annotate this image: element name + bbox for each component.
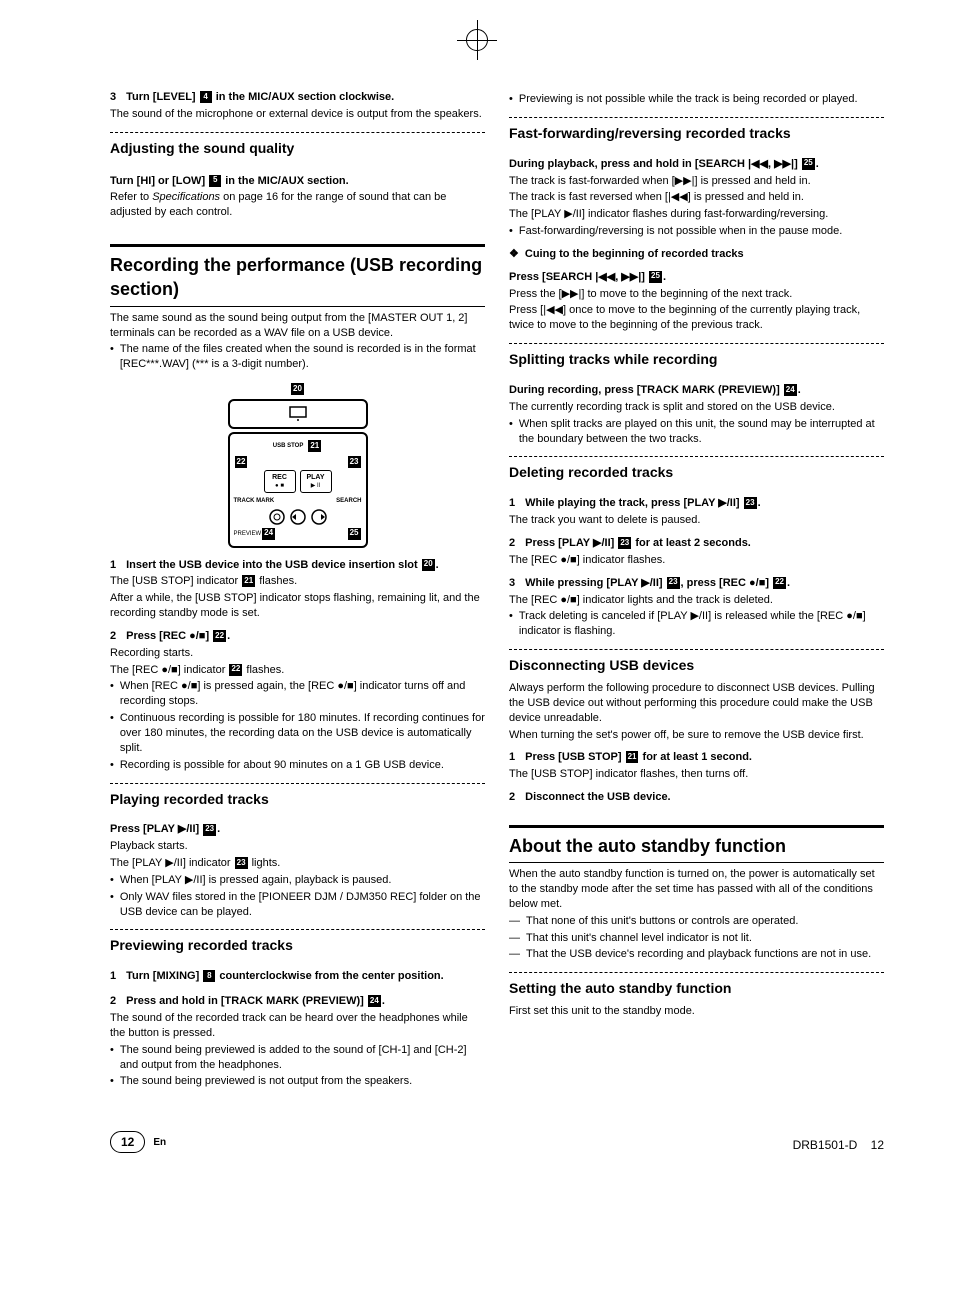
dashed-divider	[110, 132, 485, 133]
knob-icon	[310, 508, 328, 526]
bullet-list: The name of the files created when the s…	[110, 342, 485, 372]
section-heading: Playing recorded tracks	[110, 790, 485, 809]
section-heading: Fast-forwarding/reversing recorded track…	[509, 124, 884, 143]
thin-divider	[110, 306, 485, 307]
usb-panel-diagram: 20 USB STOP 21 22 23	[110, 382, 485, 547]
ref-badge: 4	[200, 91, 212, 103]
language-code: En	[153, 1136, 166, 1150]
major-heading: About the auto standby function	[509, 834, 884, 858]
knob-icon	[268, 508, 286, 526]
registration-mark	[457, 20, 497, 60]
left-column: 3 Turn [LEVEL] 4 in the MIC/AUX section …	[110, 90, 485, 1091]
section-heading: Splitting tracks while recording	[509, 350, 884, 369]
step-number: 3	[110, 90, 116, 105]
page-number-right: 12	[871, 1138, 884, 1152]
major-heading: Recording the performance (USB recording…	[110, 253, 485, 302]
play-button: PLAY▶ II	[300, 470, 332, 494]
instruction: Turn [HI] or [LOW] 5 in the MIC/AUX sect…	[110, 174, 485, 189]
document-id: DRB1501-D	[793, 1138, 858, 1152]
section-heading: Disconnecting USB devices	[509, 656, 884, 675]
section-heading: Adjusting the sound quality	[110, 139, 485, 158]
body-text: Refer to Specifications on page 16 for t…	[110, 190, 485, 220]
body-text: The same sound as the sound being output…	[110, 311, 485, 341]
page-footer: 12 En DRB1501-D 12	[110, 1131, 884, 1153]
usb-stop-label: USB STOP	[273, 443, 304, 449]
page-number-left: 12	[110, 1131, 145, 1153]
rec-button: REC● ■	[264, 470, 296, 494]
usb-slot-icon	[288, 405, 308, 423]
two-column-layout: 3 Turn [LEVEL] 4 in the MIC/AUX section …	[110, 90, 884, 1091]
body-text: The sound of the microphone or external …	[110, 107, 485, 122]
ref-badge: 5	[209, 175, 221, 187]
bullet-text: The name of the files created when the s…	[120, 342, 485, 372]
thick-divider	[110, 244, 485, 247]
section-heading: Deleting recorded tracks	[509, 463, 884, 482]
step-title: Turn [LEVEL] 4 in the MIC/AUX section cl…	[126, 90, 394, 105]
section-heading: Previewing recorded tracks	[110, 936, 485, 955]
knob-icon	[289, 508, 307, 526]
right-column: Previewing is not possible while the tra…	[509, 90, 884, 1091]
section-heading: Setting the auto standby function	[509, 979, 884, 998]
sub-heading: Cuing to the beginning of recorded track…	[509, 247, 884, 262]
